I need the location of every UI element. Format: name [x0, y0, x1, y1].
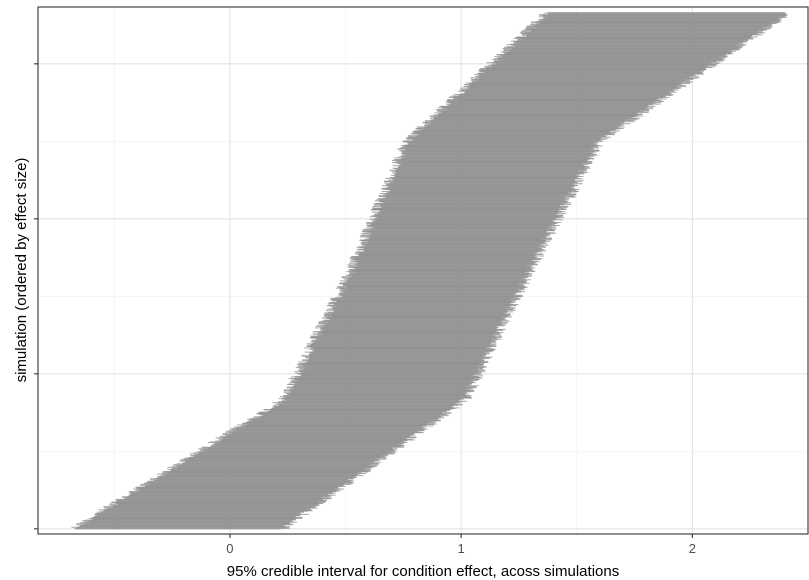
x-tick-label: 0	[226, 541, 233, 556]
x-tick-label: 2	[689, 541, 696, 556]
y-axis-title: simulation (ordered by effect size)	[13, 158, 30, 383]
x-tick-label: 1	[458, 541, 465, 556]
credible-intervals	[71, 12, 788, 530]
axes: 0 1 2	[34, 63, 696, 556]
panel-border	[37, 6, 809, 535]
x-axis-title: 95% credible interval for condition effe…	[227, 563, 619, 580]
